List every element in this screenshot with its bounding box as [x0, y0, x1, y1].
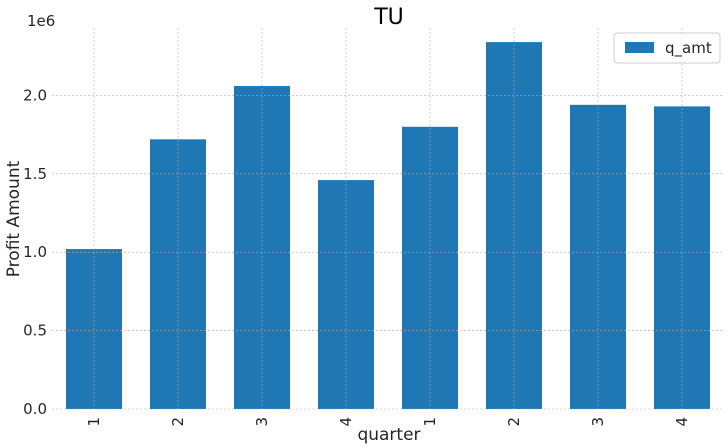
- x-tick-labels: 1 2 3 4 1 2 3 4: [85, 417, 691, 427]
- legend-swatch: [625, 42, 654, 53]
- y-tick-labels: 0.0 0.5 1.0 1.5 2.0: [23, 86, 47, 418]
- bar: [233, 86, 291, 410]
- y-tick-label: 0.5: [23, 322, 47, 340]
- x-tick-label: 3: [589, 417, 607, 427]
- y-offset-label: 1e6: [27, 12, 55, 30]
- chart-title: TU: [373, 5, 404, 30]
- y-tick-label: 2.0: [23, 86, 47, 104]
- legend-label: q_amt: [665, 39, 712, 58]
- x-tick-label: 2: [505, 417, 523, 427]
- bar: [317, 180, 375, 409]
- x-tick-label: 1: [421, 417, 439, 427]
- bars-group: [65, 42, 711, 410]
- x-tick-label: 4: [673, 417, 691, 427]
- y-tick-label: 0.0: [23, 400, 47, 418]
- y-tick-label: 1.5: [23, 165, 47, 183]
- x-tick-label: 1: [85, 417, 103, 427]
- x-tick-label: 4: [337, 417, 355, 427]
- legend-frame: [613, 32, 721, 64]
- x-tick-label: 3: [253, 417, 271, 427]
- y-tick-label: 1.0: [23, 243, 47, 261]
- x-tick-label: 2: [169, 417, 187, 427]
- x-axis-label: quarter: [357, 425, 420, 445]
- legend: q_amt: [613, 32, 721, 64]
- y-axis-label: Profit Amount: [4, 160, 24, 277]
- grid-lines: [52, 28, 724, 410]
